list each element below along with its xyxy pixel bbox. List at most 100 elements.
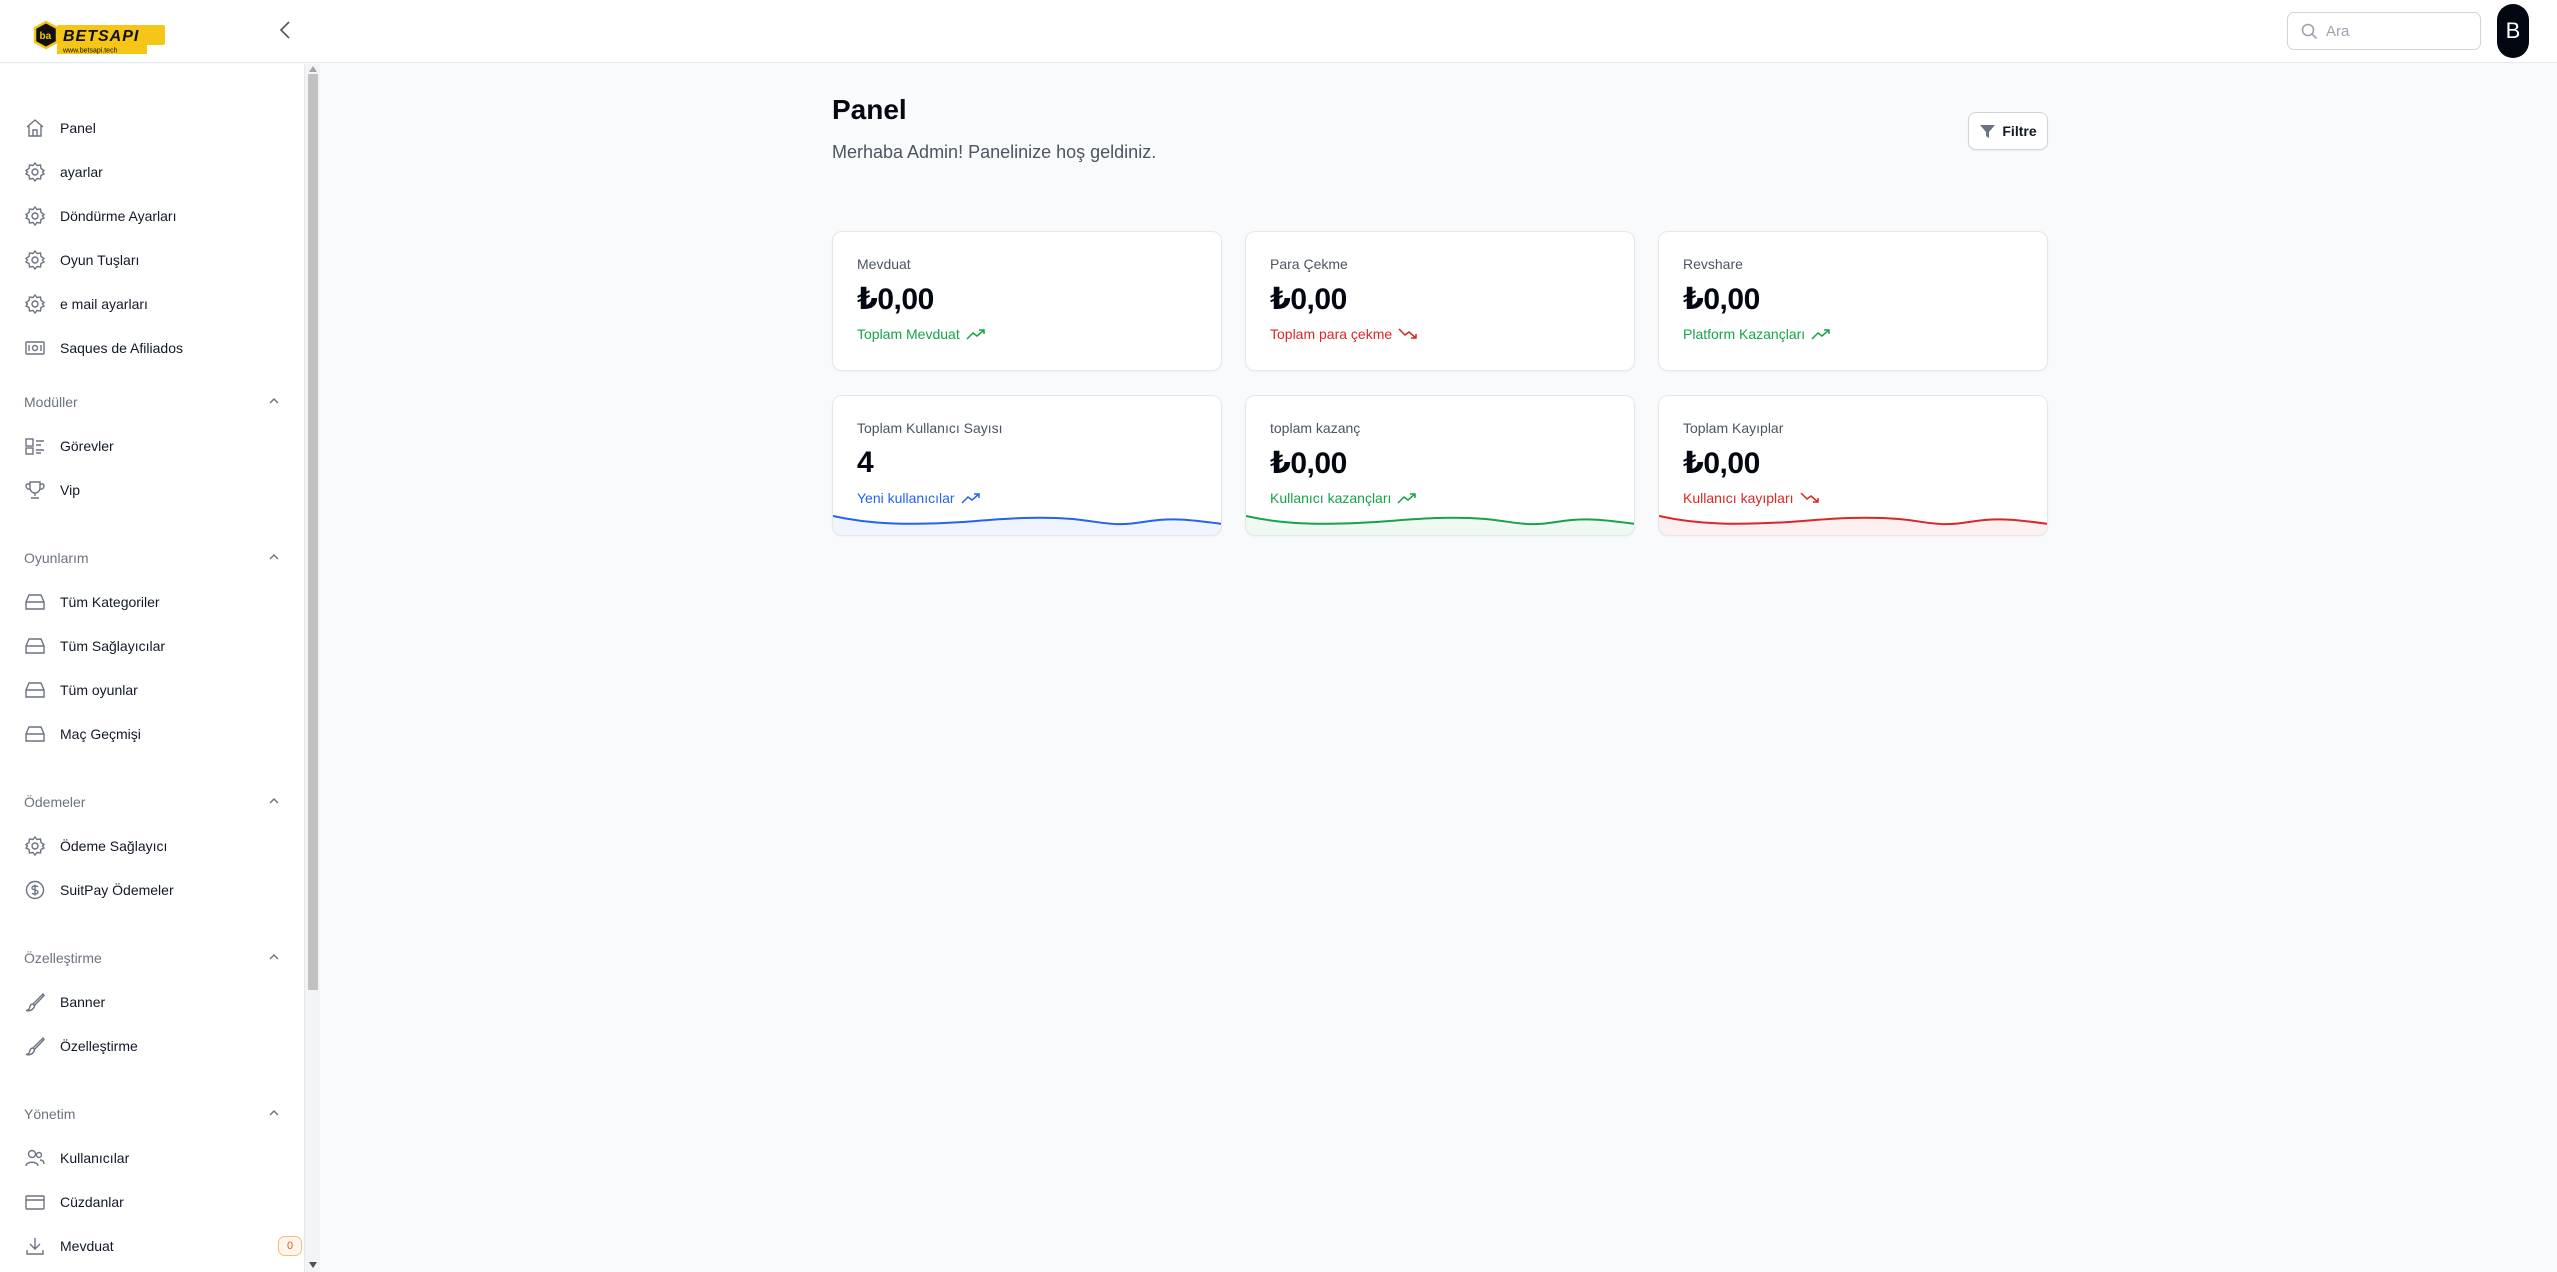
page-title: Panel [832,94,907,125]
sidebar-item-tum-kategoriler[interactable]: Tüm Kategoriler [24,587,284,617]
stat-description-text: Platform Kazançları [1683,326,1806,342]
collapse-sidebar-button[interactable] [272,16,298,44]
chevron-up-icon [269,398,279,404]
stat-label: toplam kazanç [1270,420,1361,436]
sparkline-chart [1659,515,2047,535]
search-box[interactable] [2287,12,2481,50]
sidebar-item-oyun-tuslari[interactable]: Oyun Tuşları [24,245,284,275]
sidebar-item-label: Görevler [60,438,114,454]
stat-card-toplam-kullanici: Toplam Kullanıcı Sayısı 4 Yeni kullanıcı… [832,395,1222,536]
sidebar-item-suitpay-odemeler[interactable]: SuitPay Ödemeler [24,875,284,905]
stat-value: ₺0,00 [1683,447,1760,480]
gear-icon [24,835,46,857]
stat-label: Toplam Kullanıcı Sayısı [857,420,1003,436]
page-subtitle: Merhaba Admin! Panelinize hoş geldiniz. [832,142,1157,162]
sidebar-item-label: Vip [60,482,80,498]
stat-description: Yeni kullanıcılar [857,490,981,506]
tasks-icon [24,435,46,457]
filter-button[interactable]: Filtre [1968,112,2048,150]
sidebar-item-label: Özelleştirme [60,1038,138,1054]
sidebar-item-odeme-saglayici[interactable]: Ödeme Sağlayıcı [24,831,284,861]
sidebar-item-saques-de-afiliados[interactable]: Saques de Afiliados [24,333,284,363]
trend-up-icon [1811,329,1830,340]
sidebar-item-mevduat[interactable]: Mevduat 0 [24,1231,302,1261]
sidebar-item-email-ayarlari[interactable]: e mail ayarları [24,289,284,319]
sidebar-item-label: Maç Geçmişi [60,726,141,742]
section-yonetim[interactable]: Yönetim [24,1102,280,1126]
inbox-icon [24,635,46,657]
stat-value: ₺0,00 [1270,283,1347,316]
sidebar-item-gorevler[interactable]: Görevler [24,431,284,461]
download-icon [24,1235,46,1257]
sparkline-chart [833,515,1221,535]
sidebar-item-dondurme-ayarlari[interactable]: Döndürme Ayarları [24,201,284,231]
sidebar-item-banner[interactable]: Banner [24,987,284,1017]
trend-up-icon [1397,493,1417,504]
section-moduller[interactable]: Modüller [24,390,280,414]
chevron-up-icon [269,1110,279,1116]
filter-label: Filtre [2002,123,2037,139]
users-icon [24,1147,46,1169]
trend-up-icon [966,329,985,340]
sidebar-item-label: Tüm Kategoriler [60,594,160,610]
stat-description: Kullanıcı kayıpları [1683,490,1820,506]
section-title: Yönetim [24,1106,76,1122]
stat-card-toplam-kazanc: toplam kazanç ₺0,00 Kullanıcı kazançları [1245,395,1635,536]
svg-text:ba: ba [40,31,52,42]
sidebar-item-tum-oyunlar[interactable]: Tüm oyunlar [24,675,284,705]
stat-card-mevduat: Mevduat ₺0,00 Toplam Mevduat [832,231,1222,371]
gear-icon [24,249,46,271]
sidebar-item-ayarlar[interactable]: ayarlar [24,157,284,187]
brand-logo[interactable]: ba BETSAPI www.betsapi.tech [33,20,167,62]
trend-down-icon [1398,328,1417,339]
sidebar-scrollbar[interactable] [304,64,320,1272]
sidebar-item-tum-saglayicilar[interactable]: Tüm Sağlayıcılar [24,631,284,661]
svg-text:BETSAPI: BETSAPI [63,28,139,45]
user-avatar[interactable]: B [2497,4,2529,58]
stat-description: Platform Kazançları [1683,326,1831,342]
sparkline-chart [1246,515,1634,535]
section-ozellestirme[interactable]: Özelleştirme [24,946,280,970]
sidebar-item-kullanicilar[interactable]: Kullanıcılar [24,1143,284,1173]
scroll-down-arrow[interactable] [309,1262,317,1268]
stat-description-text: Kullanıcı kayıpları [1683,490,1794,506]
section-title: Oyunlarım [24,550,89,566]
top-bar: ba BETSAPI www.betsapi.tech B [0,0,2557,63]
stat-label: Mevduat [857,256,911,272]
stat-description: Toplam Mevduat [857,326,986,342]
stat-value: ₺0,00 [1270,447,1347,480]
banknote-icon [24,337,46,359]
sidebar-item-label: Ödeme Sağlayıcı [60,838,168,854]
section-title: Modüller [24,394,78,410]
stat-description: Toplam para çekme [1270,326,1418,342]
scrollbar-thumb[interactable] [308,74,318,990]
sidebar-item-label: Banner [60,994,106,1010]
chevron-up-icon [269,798,279,804]
section-oyunlarim[interactable]: Oyunlarım [24,546,280,570]
stat-value: 4 [857,446,874,479]
sidebar-item-mac-gecmisi[interactable]: Maç Geçmişi [24,719,284,749]
brush-icon [24,991,46,1013]
sidebar-item-vip[interactable]: Vip [24,475,284,505]
search-icon [2301,23,2318,40]
brush-icon [24,1035,46,1057]
sidebar-item-ozellestirme[interactable]: Özelleştirme [24,1031,284,1061]
scroll-up-arrow[interactable] [309,66,317,72]
sidebar-item-cuzdanlar[interactable]: Cüzdanlar [24,1187,284,1217]
sidebar-item-label: SuitPay Ödemeler [60,882,174,898]
stat-value: ₺0,00 [1683,283,1760,316]
chevron-up-icon [269,554,279,560]
sidebar-item-label: Döndürme Ayarları [60,208,177,224]
dollar-icon [24,879,46,901]
sidebar-item-label: ayarlar [60,164,103,180]
gear-icon [24,161,46,183]
inbox-icon [24,723,46,745]
sidebar-item-panel[interactable]: Panel [24,113,284,143]
search-input[interactable] [2326,13,2474,49]
sidebar-item-label: Panel [60,120,96,136]
section-odemeler[interactable]: Ödemeler [24,790,280,814]
wallet-icon [24,1191,46,1213]
stat-card-revshare: Revshare ₺0,00 Platform Kazançları [1658,231,2048,371]
stat-description-text: Yeni kullanıcılar [857,490,955,506]
stat-label: Revshare [1683,256,1743,272]
